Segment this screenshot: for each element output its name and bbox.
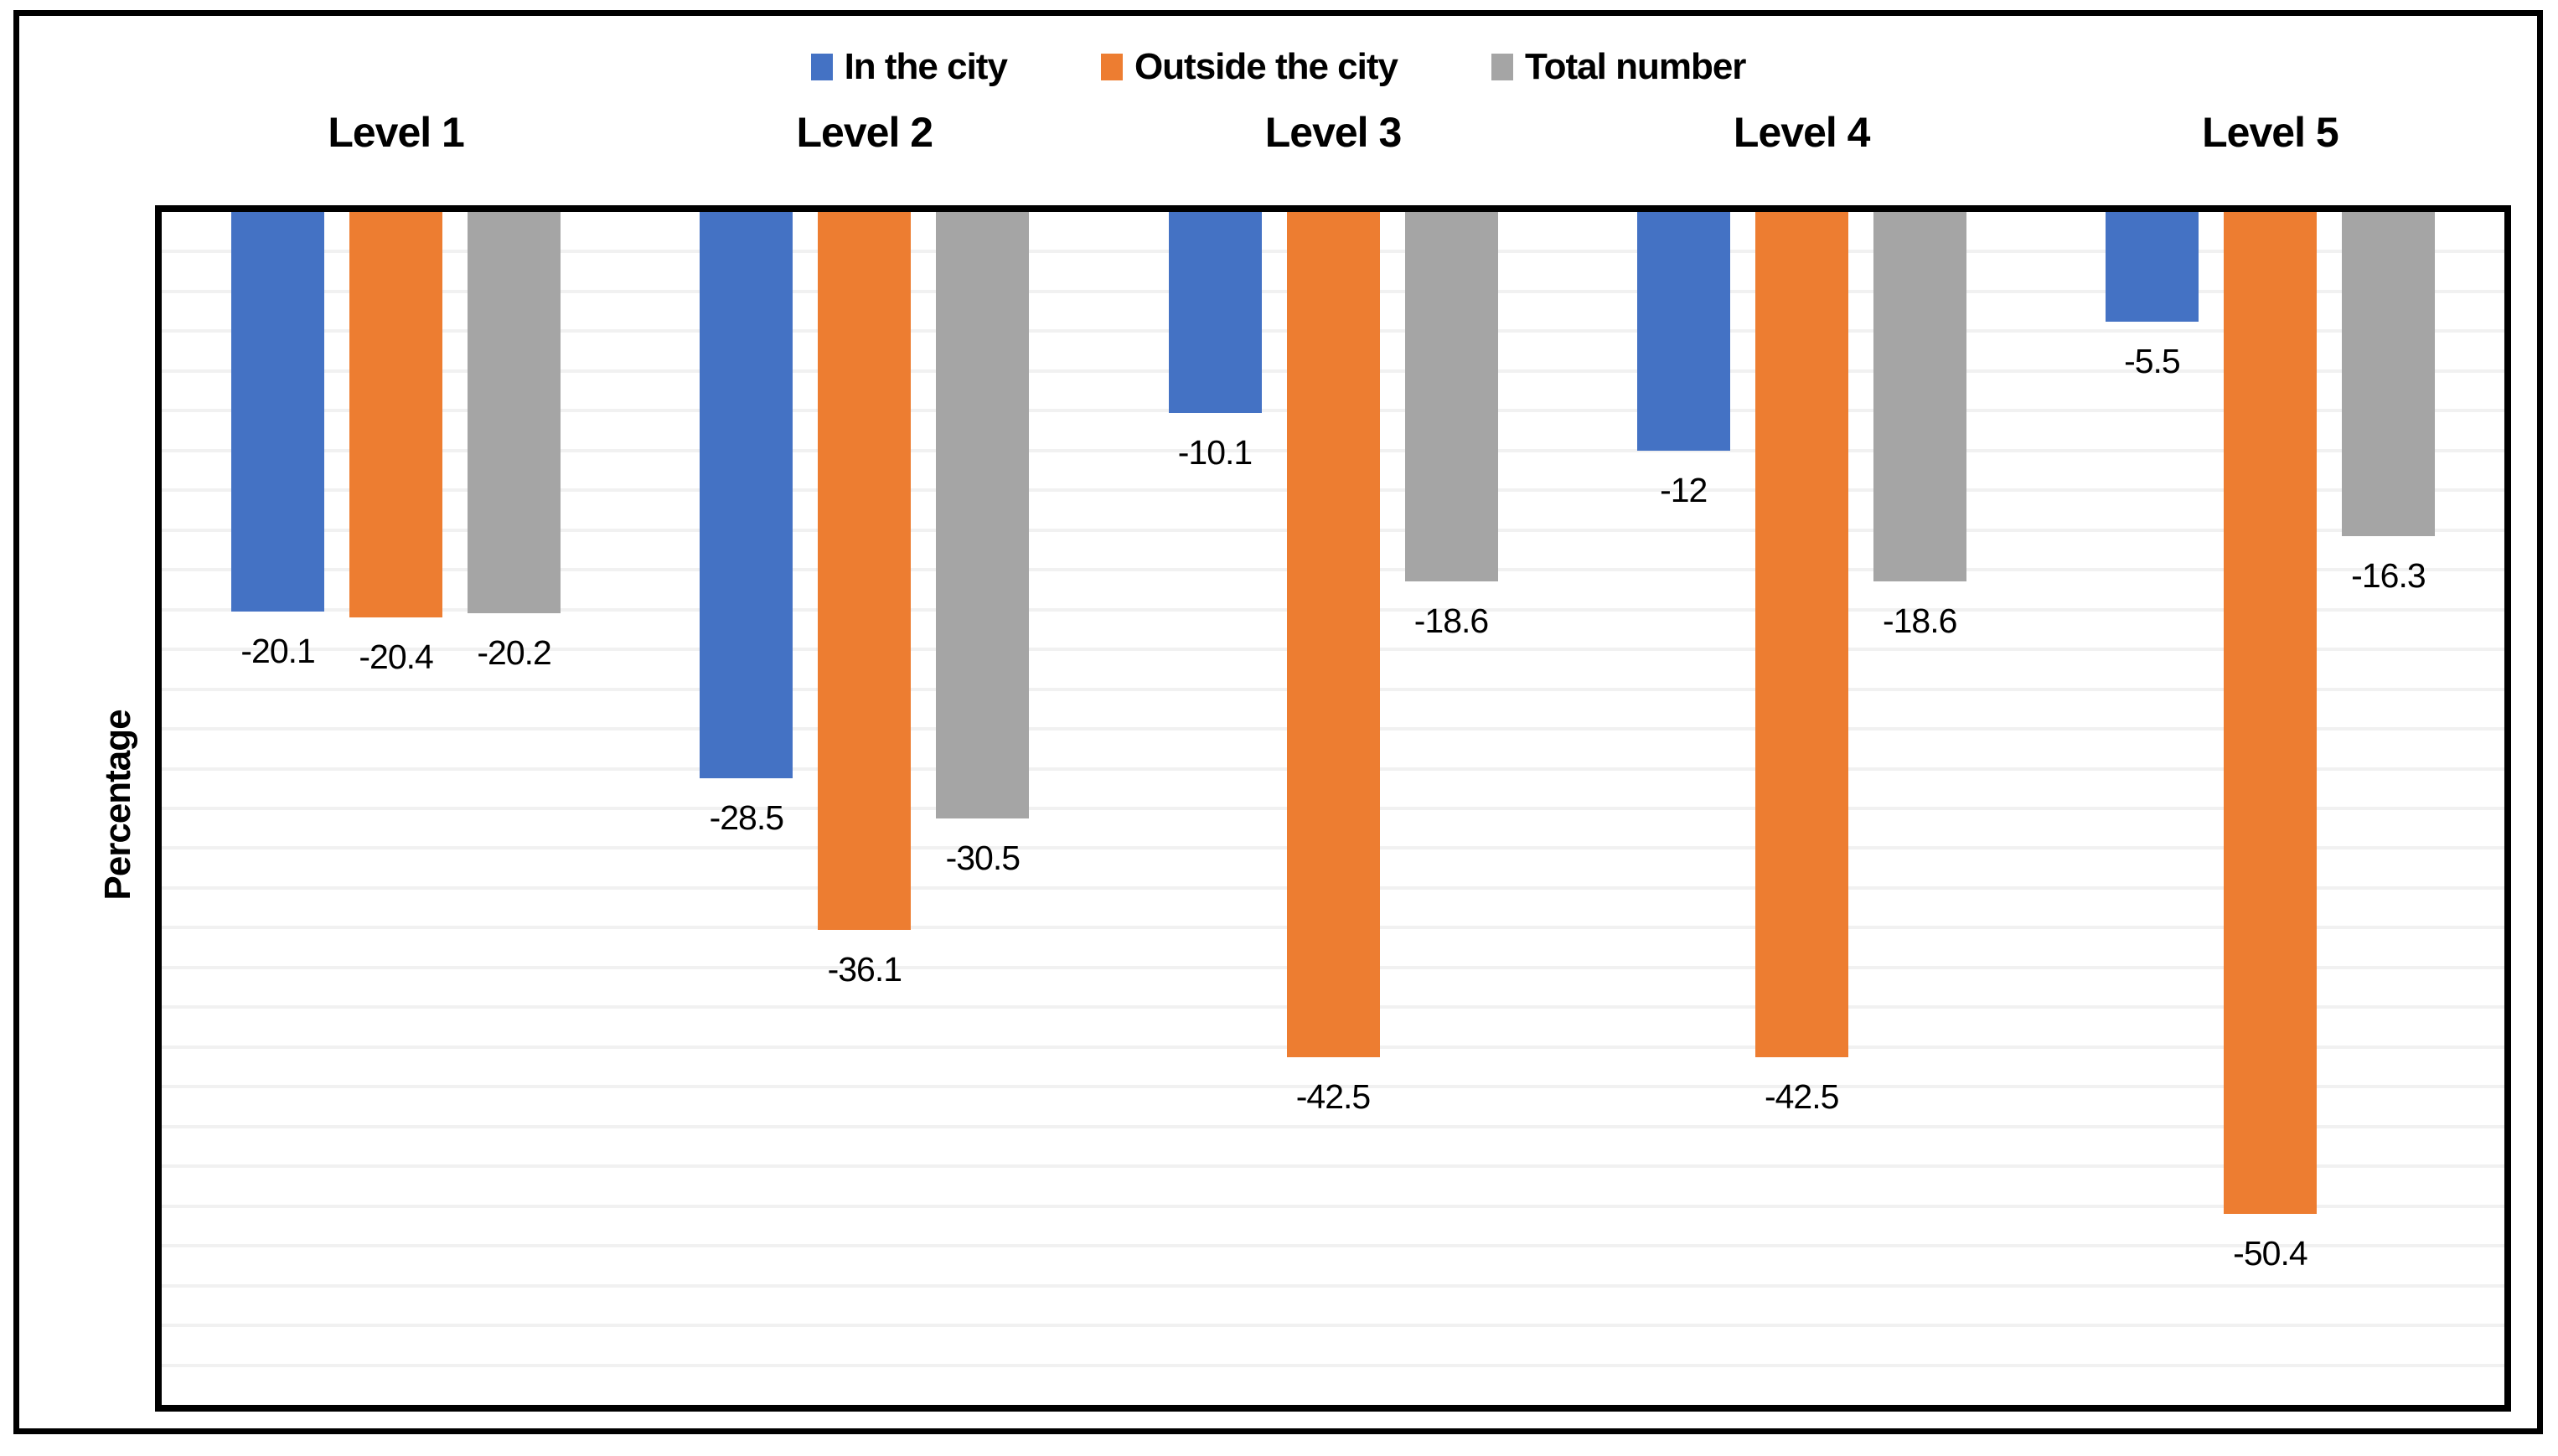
bar-total-number-level-4: [1873, 212, 1966, 582]
plot-area: -20.1 -20.4 -20.2 -28.5 -36.1 -30.5 -10.1 -42.5…: [155, 205, 2511, 1412]
bar-slot-outside-the-city-level-1: -20.4: [349, 212, 443, 1405]
bar-slot-in-the-city-level-2: -28.5: [700, 212, 793, 1405]
bar-outside-the-city-level-3: [1286, 212, 1380, 1057]
bar-value-label-in-the-city-level-4: -12: [1660, 470, 1708, 509]
category-labels-row: Level 1 Level 2 Level 3 Level 4 Level 5: [162, 108, 2504, 157]
bar-slot-outside-the-city-level-5: -50.4: [2223, 212, 2317, 1405]
bar-value-label-total-number-level-3: -18.6: [1413, 602, 1489, 641]
bar-value-label-outside-the-city-level-1: -20.4: [359, 638, 433, 677]
bar-in-the-city-level-5: [2105, 212, 2199, 322]
bar-value-label-in-the-city-level-5: -5.5: [2124, 341, 2181, 380]
legend-swatch-icon-total-number: [1491, 54, 1514, 80]
bar-total-number-level-3: [1404, 212, 1498, 582]
bar-value-label-total-number-level-4: -18.6: [1882, 602, 1957, 641]
bar-value-label-outside-the-city-level-3: -42.5: [1295, 1077, 1371, 1116]
legend-label: In the city: [844, 46, 1008, 87]
bar-value-label-outside-the-city-level-2: -36.1: [827, 949, 902, 989]
gridline: [162, 1124, 2504, 1128]
bar-total-number-level-5: [2341, 212, 2435, 536]
bar-total-number-level-2: [936, 212, 1030, 818]
gridline: [162, 1324, 2504, 1328]
category-label-level-3: Level 3: [1264, 109, 1403, 156]
bar-group-level-2: -28.5 -36.1 -30.5: [630, 212, 1098, 1405]
y-axis-title: Percentage: [97, 710, 138, 901]
bar-group-level-1: -20.1 -20.4 -20.2: [162, 212, 630, 1405]
gridline: [162, 1164, 2504, 1169]
bar-slot-in-the-city-level-1: -20.1: [231, 212, 325, 1405]
bar-group-level-4: -12 -42.5 -18.6: [1568, 212, 2036, 1405]
legend-item-in-the-city: In the city: [810, 46, 1008, 88]
bar-slot-total-number-level-2: -30.5: [936, 212, 1030, 1405]
bar-in-the-city-level-3: [1168, 212, 1262, 413]
bar-outside-the-city-level-2: [818, 212, 912, 930]
bar-slot-in-the-city-level-3: -10.1: [1168, 212, 1262, 1405]
legend-swatch-icon-outside-the-city: [1100, 54, 1123, 80]
bar-slot-outside-the-city-level-4: -42.5: [1754, 212, 1848, 1405]
legend-swatch-icon-in-the-city: [810, 54, 833, 80]
bar-value-label-outside-the-city-level-5: -50.4: [2233, 1234, 2307, 1273]
bar-value-label-outside-the-city-level-4: -42.5: [1764, 1077, 1839, 1116]
category-label-level-2: Level 2: [796, 109, 934, 156]
bar-value-label-total-number-level-5: -16.3: [2351, 555, 2426, 595]
bar-slot-total-number-level-4: -18.6: [1873, 212, 1966, 1405]
category-label-level-1: Level 1: [328, 109, 465, 156]
bar-groups: -20.1 -20.4 -20.2 -28.5 -36.1 -30.5 -10.1 -42.5…: [162, 212, 2504, 1405]
bar-outside-the-city-level-4: [1754, 212, 1848, 1057]
bar-in-the-city-level-1: [231, 212, 325, 612]
gridline: [162, 1204, 2504, 1208]
bar-value-label-in-the-city-level-3: -10.1: [1177, 432, 1253, 472]
bar-outside-the-city-level-1: [349, 212, 443, 618]
bar-slot-outside-the-city-level-3: -42.5: [1286, 212, 1380, 1405]
legend-label: Total number: [1525, 46, 1746, 87]
bar-in-the-city-level-4: [1636, 212, 1730, 451]
bar-value-label-in-the-city-level-2: -28.5: [709, 798, 784, 838]
bar-outside-the-city-level-5: [2223, 212, 2317, 1215]
bar-slot-outside-the-city-level-2: -36.1: [818, 212, 912, 1405]
bar-slot-in-the-city-level-5: -5.5: [2105, 212, 2199, 1405]
bar-slot-in-the-city-level-4: -12: [1636, 212, 1730, 1405]
bar-value-label-in-the-city-level-1: -20.1: [240, 632, 315, 671]
bar-group-level-5: -5.5 -50.4 -16.3: [2036, 212, 2504, 1405]
bar-value-label-total-number-level-1: -20.2: [477, 633, 551, 673]
legend-label: Outside the city: [1134, 46, 1398, 87]
legend-item-total-number: Total number: [1491, 46, 1746, 88]
bar-in-the-city-level-2: [700, 212, 793, 779]
bar-slot-total-number-level-5: -16.3: [2341, 212, 2435, 1405]
gridline: [162, 1244, 2504, 1248]
legend: In the city Outside the city Total numbe…: [19, 46, 2537, 88]
category-label-level-4: Level 4: [1733, 109, 1871, 156]
gridline: [162, 1283, 2504, 1288]
chart-frame: In the city Outside the city Total numbe…: [13, 10, 2543, 1434]
bar-total-number-level-1: [468, 212, 561, 614]
bar-group-level-3: -10.1 -42.5 -18.6: [1098, 212, 1567, 1405]
gridline: [162, 1085, 2504, 1089]
legend-item-outside-the-city: Outside the city: [1100, 46, 1398, 88]
bar-value-label-total-number-level-2: -30.5: [945, 838, 1021, 877]
bar-slot-total-number-level-1: -20.2: [468, 212, 561, 1405]
category-label-level-5: Level 5: [2202, 109, 2339, 156]
bar-slot-total-number-level-3: -18.6: [1404, 212, 1498, 1405]
gridline: [162, 1363, 2504, 1367]
